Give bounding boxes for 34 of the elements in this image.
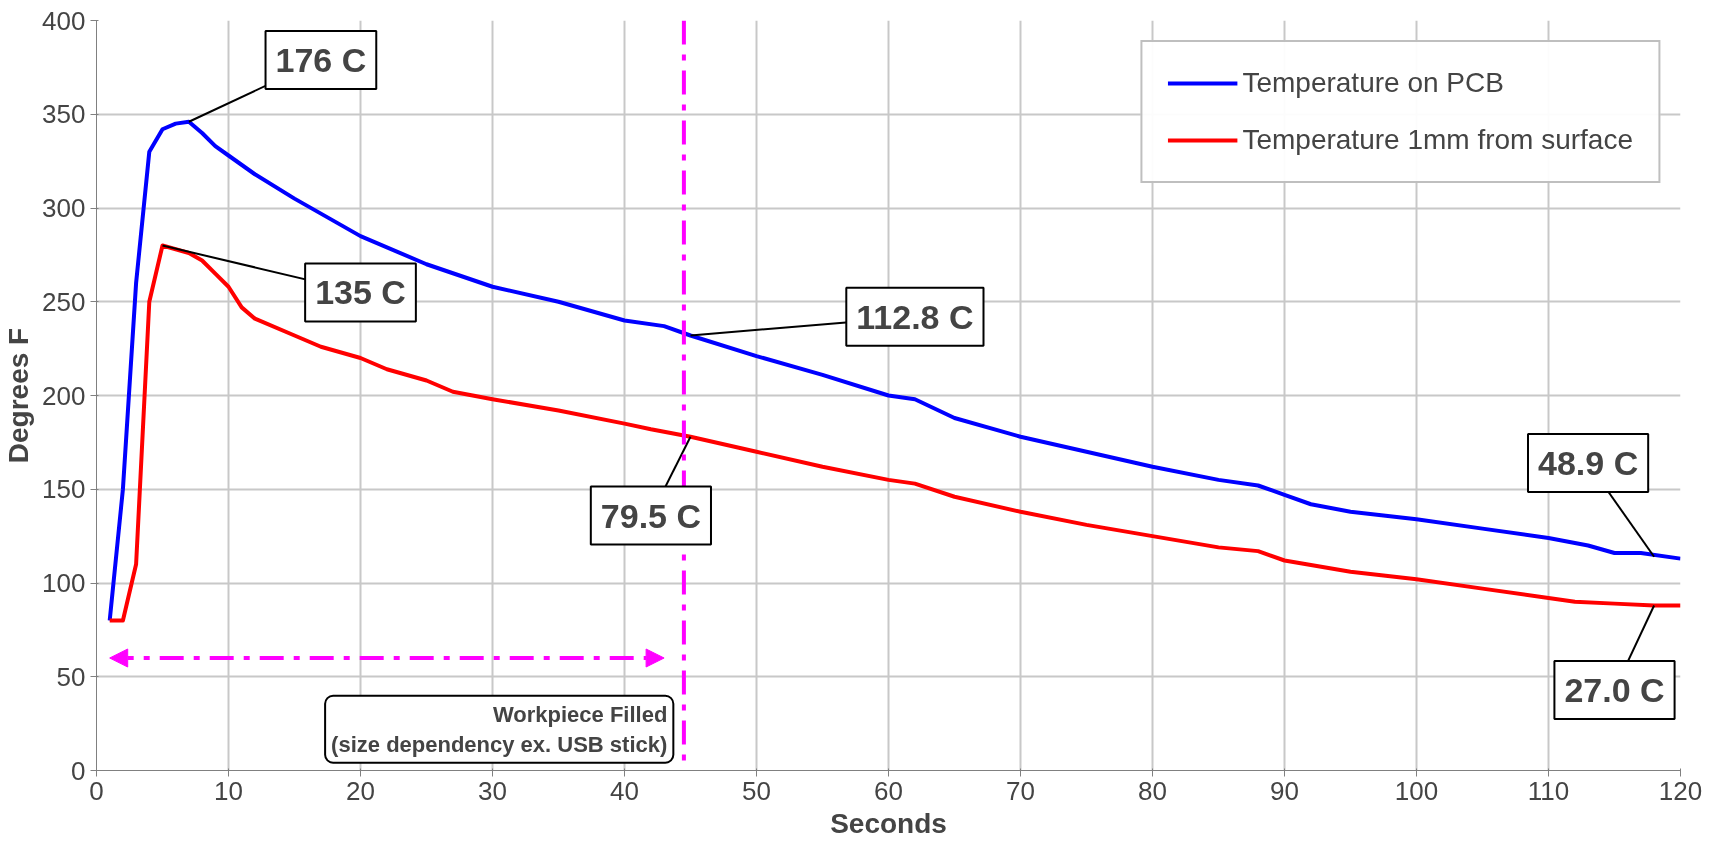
y-axis-title: Degrees F	[3, 327, 35, 464]
y-tick-label: 50	[56, 661, 86, 692]
y-tick-label: 200	[42, 380, 86, 411]
x-tick-label: 50	[742, 775, 771, 806]
ref-line-label: Workpiece Filled (size dependency ex. USB stick)	[331, 701, 668, 757]
annotation: 176 C	[275, 40, 367, 79]
x-tick-label: 120	[1658, 775, 1703, 806]
y-tick-label: 150	[42, 474, 86, 505]
y-tick-label: 350	[42, 99, 86, 130]
annotation: 79.5 C	[600, 496, 701, 535]
y-tick-label: 250	[42, 286, 86, 317]
legend-label: Temperature on PCB	[1242, 67, 1504, 99]
x-tick-label: 40	[610, 775, 639, 806]
x-tick-label: 60	[874, 775, 903, 806]
x-axis-title: Seconds	[830, 807, 947, 839]
annotation: 135 C	[315, 273, 406, 312]
x-tick-label: 80	[1138, 775, 1167, 806]
line-series	[107, 243, 1681, 623]
y-tick-label: 100	[42, 568, 86, 598]
x-tick-label: 20	[346, 775, 375, 806]
y-tick-label: 0	[71, 755, 86, 786]
x-tick-label: 30	[478, 775, 507, 806]
x-tick-label: 10	[214, 775, 243, 806]
x-tick-label: 110	[1527, 775, 1570, 806]
x-tick-label: 100	[1394, 775, 1439, 806]
line-series	[107, 119, 1681, 623]
x-tick-label: 90	[1270, 775, 1299, 806]
x-tick-label: 70	[1006, 775, 1035, 806]
legend-label: Temperature 1mm from surface	[1242, 124, 1633, 156]
annotation: 27.0 C	[1564, 670, 1665, 709]
y-tick-label: 400	[42, 5, 86, 36]
y-tick-label: 300	[42, 193, 86, 223]
annotation: 112.8 C	[856, 297, 974, 336]
annotation: 48.9 C	[1538, 444, 1639, 482]
